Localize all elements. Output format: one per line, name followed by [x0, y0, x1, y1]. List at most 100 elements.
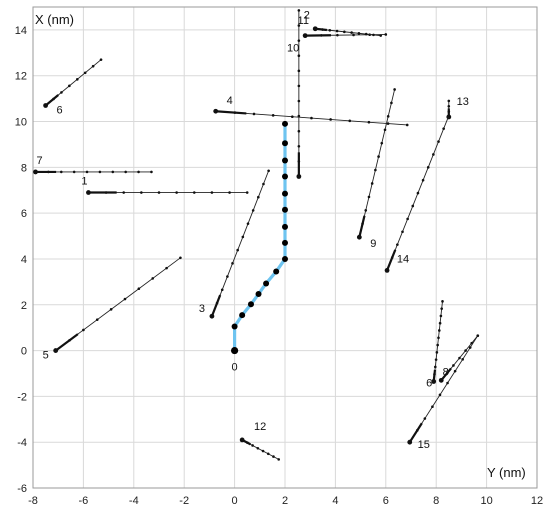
track-label: 5	[43, 350, 49, 362]
track-point	[446, 381, 449, 385]
track-point	[267, 169, 270, 173]
track-point	[370, 182, 374, 185]
track-label: 7	[36, 155, 42, 167]
x-tick-label: 4	[332, 495, 338, 507]
track-point	[140, 191, 143, 194]
track-point	[447, 104, 451, 108]
track-label: 11	[298, 15, 309, 27]
x-tick-label: -4	[129, 495, 139, 507]
track-point	[179, 256, 182, 260]
x-axis-title: Y (nm)	[487, 465, 526, 480]
track-point	[437, 336, 440, 340]
track-label: 12	[254, 421, 266, 433]
track-point	[261, 449, 265, 453]
track-point	[257, 195, 260, 199]
y-tick-label: -6	[17, 483, 27, 495]
track-point	[343, 30, 346, 34]
track-point	[111, 170, 115, 174]
track-point	[405, 123, 409, 127]
track-point	[380, 141, 384, 145]
track-point	[431, 405, 434, 408]
track-line	[433, 301, 443, 382]
highlight-track-point	[247, 301, 254, 308]
track-point	[277, 458, 281, 461]
track-point	[123, 297, 127, 301]
track-point	[435, 351, 439, 354]
track-point	[83, 71, 87, 75]
y-tick-label: 4	[21, 254, 27, 266]
track-point	[297, 145, 301, 148]
x-tick-label: 0	[232, 495, 238, 507]
track-start-segment	[386, 249, 397, 271]
track-point	[357, 32, 361, 35]
track-label: 6	[426, 377, 432, 389]
track-point	[192, 191, 196, 194]
track-point	[297, 129, 301, 133]
track-point	[393, 88, 396, 91]
highlight-track-point	[282, 120, 288, 127]
track-point	[350, 31, 353, 34]
x-tick-label: 2	[282, 495, 288, 507]
x-tick-label: 12	[531, 495, 543, 507]
y-tick-label: 8	[21, 162, 27, 174]
y-tick-label: 12	[15, 71, 27, 83]
y-tick-label: 6	[21, 208, 27, 220]
track-point	[272, 455, 275, 458]
track-point	[98, 170, 102, 174]
track-point	[271, 114, 275, 117]
track-label: 15	[418, 439, 430, 451]
track-point	[137, 170, 140, 174]
track-point	[433, 365, 437, 369]
track-point	[384, 33, 388, 36]
track-point	[228, 191, 231, 194]
track-point	[423, 417, 427, 420]
track-point	[335, 29, 339, 33]
track-start-segment	[432, 369, 437, 382]
y-axis-title: X (nm)	[35, 12, 74, 27]
track-point	[150, 170, 153, 174]
track-point	[151, 277, 154, 280]
track-point	[91, 64, 95, 68]
track-label: 13	[457, 96, 469, 108]
track-point	[251, 444, 254, 447]
track-label: 4	[227, 95, 233, 107]
highlight-track-line	[233, 123, 287, 351]
track-point	[439, 314, 443, 318]
highlight-track-point	[263, 280, 270, 287]
highlight-track-point	[282, 173, 288, 180]
track-point	[241, 235, 245, 239]
track-point	[85, 170, 89, 174]
y-tick-label: 14	[15, 25, 27, 37]
highlight-track-point	[282, 255, 288, 262]
track-label: 10	[287, 43, 299, 55]
track-point	[60, 91, 63, 94]
track-point	[124, 170, 127, 174]
track-point	[364, 32, 368, 36]
highlight-track-point	[282, 157, 288, 164]
track-point	[246, 222, 250, 225]
track-point	[348, 119, 352, 123]
track-point	[476, 334, 480, 337]
highlight-track-point	[255, 290, 262, 297]
track-point	[416, 191, 420, 195]
x-tick-label: 8	[433, 495, 439, 507]
track-label: 2	[304, 9, 310, 21]
track-point	[364, 209, 368, 212]
track-point	[447, 114, 451, 118]
track-point	[157, 191, 161, 194]
track-point	[266, 452, 270, 456]
track-point	[68, 84, 71, 88]
track-start-segment	[215, 110, 247, 115]
track-start-segment	[210, 294, 222, 317]
track-point	[411, 204, 415, 208]
track-point	[432, 153, 435, 156]
track-point	[297, 54, 301, 58]
highlight-track-point	[282, 223, 288, 230]
highlight-track-point	[282, 140, 288, 147]
track-point	[434, 358, 438, 361]
track-point	[256, 446, 260, 450]
y-tick-label: 2	[21, 300, 27, 312]
track-point	[137, 287, 141, 291]
highlight-track-point	[239, 312, 246, 319]
track-point	[297, 24, 301, 27]
